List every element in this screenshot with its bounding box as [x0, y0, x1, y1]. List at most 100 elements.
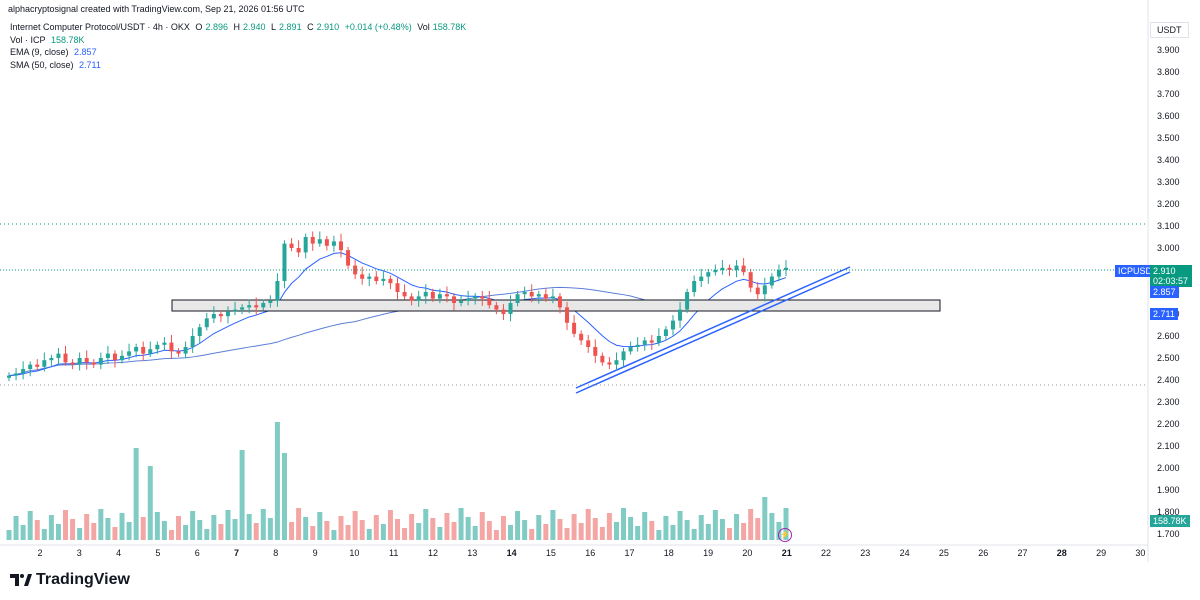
candle-body [522, 292, 527, 295]
candle-body [692, 281, 697, 292]
candle-body [649, 340, 654, 343]
candle-body [338, 241, 343, 251]
volume-bar [70, 519, 76, 540]
price-tick-label: 3.600 [1157, 111, 1180, 121]
candle-body [423, 292, 428, 297]
candle-body [247, 305, 252, 308]
volume-bar [536, 515, 542, 540]
price-tick-label: 2.400 [1157, 375, 1180, 385]
volume-bar [698, 515, 704, 540]
candle-body [536, 294, 541, 297]
volume-bar [41, 529, 47, 540]
volume-bar [197, 520, 203, 540]
volume-bar [578, 523, 584, 540]
price-tick-label: 1.700 [1157, 529, 1180, 539]
candle-body [444, 294, 449, 297]
legend-ema-value: 2.857 [74, 47, 97, 57]
volume-bar [359, 520, 365, 540]
candle-body [324, 239, 329, 246]
volume-bar [585, 509, 591, 540]
volume-bar [98, 509, 104, 540]
candle-body [678, 309, 683, 321]
volume-bar [423, 509, 429, 540]
volume-bar [183, 525, 189, 540]
price-tick-label: 2.000 [1157, 463, 1180, 473]
volume-bar [91, 523, 97, 540]
legend-volume-label: Vol · ICP [10, 34, 46, 45]
volume-bar [741, 523, 747, 540]
candle-body [437, 294, 442, 299]
price-tick-label: 3.500 [1157, 133, 1180, 143]
time-tick-label: 12 [428, 548, 438, 558]
time-tick-label: 27 [1017, 548, 1027, 558]
volume-bar [112, 527, 118, 540]
legend-ema-row[interactable]: EMA (9, close) 2.857 [10, 46, 469, 59]
candle-body [388, 278, 393, 284]
time-tick-label: 29 [1096, 548, 1106, 558]
volume-bar [274, 422, 280, 540]
candle-body [14, 373, 19, 376]
tradingview-logo[interactable]: TradingView [10, 571, 130, 589]
volume-bar [310, 526, 316, 540]
legend-volume-row[interactable]: Vol · ICP 158.78K [10, 34, 469, 47]
time-tick-label: 15 [546, 548, 556, 558]
time-tick-label: 16 [585, 548, 595, 558]
candle-body [211, 314, 216, 319]
candle-body [593, 347, 598, 356]
volume-bar [48, 515, 54, 540]
candle-body [663, 329, 668, 336]
price-tick-label: 3.900 [1157, 45, 1180, 55]
time-tick-label: 17 [624, 548, 634, 558]
candle-body [303, 237, 308, 253]
candle-body [176, 351, 181, 354]
volume-bar [705, 524, 711, 540]
time-tick-label: 30 [1135, 548, 1145, 558]
volume-bar [592, 518, 598, 540]
price-tick-label: 2.200 [1157, 419, 1180, 429]
volume-bars [6, 422, 789, 540]
volume-bar [154, 512, 160, 540]
volume-bar [402, 528, 408, 540]
volume-bar [84, 514, 90, 540]
volume-bar [416, 523, 422, 540]
volume-bar [246, 514, 252, 540]
time-tick-label: 6 [195, 548, 200, 558]
candle-body [105, 353, 110, 358]
symbol-row[interactable]: Internet Computer Protocol/USDT · 4h · O… [10, 21, 469, 34]
volume-bar [147, 466, 153, 540]
candle-body [741, 265, 746, 273]
candle-body [7, 375, 11, 378]
time-tick-label: 13 [467, 548, 477, 558]
currency-label[interactable]: USDT [1150, 22, 1189, 38]
flash-icon[interactable]: ⚡ [778, 528, 792, 542]
time-tick-label: 19 [703, 548, 713, 558]
candle-body [473, 296, 478, 299]
volume-bar [451, 522, 457, 540]
candle-body [240, 307, 245, 310]
volume-bar [712, 510, 718, 540]
volume-bar [168, 530, 174, 540]
candle-body [501, 309, 506, 314]
candle-body [713, 270, 718, 273]
ohlc-close: 2.910 [316, 22, 340, 32]
ohlc-vol-label: Vol [417, 22, 430, 32]
ema-price-tag: 2.857 [1150, 286, 1179, 298]
candle-body [162, 342, 167, 345]
volume-bar [211, 515, 217, 540]
volume-bar [119, 513, 125, 540]
volume-bar [543, 524, 549, 540]
time-tick-label: 11 [389, 548, 398, 558]
legend-sma-row[interactable]: SMA (50, close) 2.711 [10, 59, 469, 72]
candle-body [91, 362, 96, 365]
volume-bar [515, 511, 521, 540]
trendline-upper [575, 266, 851, 389]
price-tick-label: 3.400 [1157, 155, 1180, 165]
volume-bar [599, 527, 605, 540]
volume-bar [529, 529, 535, 540]
volume-bar [522, 520, 528, 540]
candle-body [607, 362, 612, 365]
price-tick-label: 2.100 [1157, 441, 1180, 451]
volume-bar [317, 512, 323, 540]
volume-bar [762, 497, 768, 540]
